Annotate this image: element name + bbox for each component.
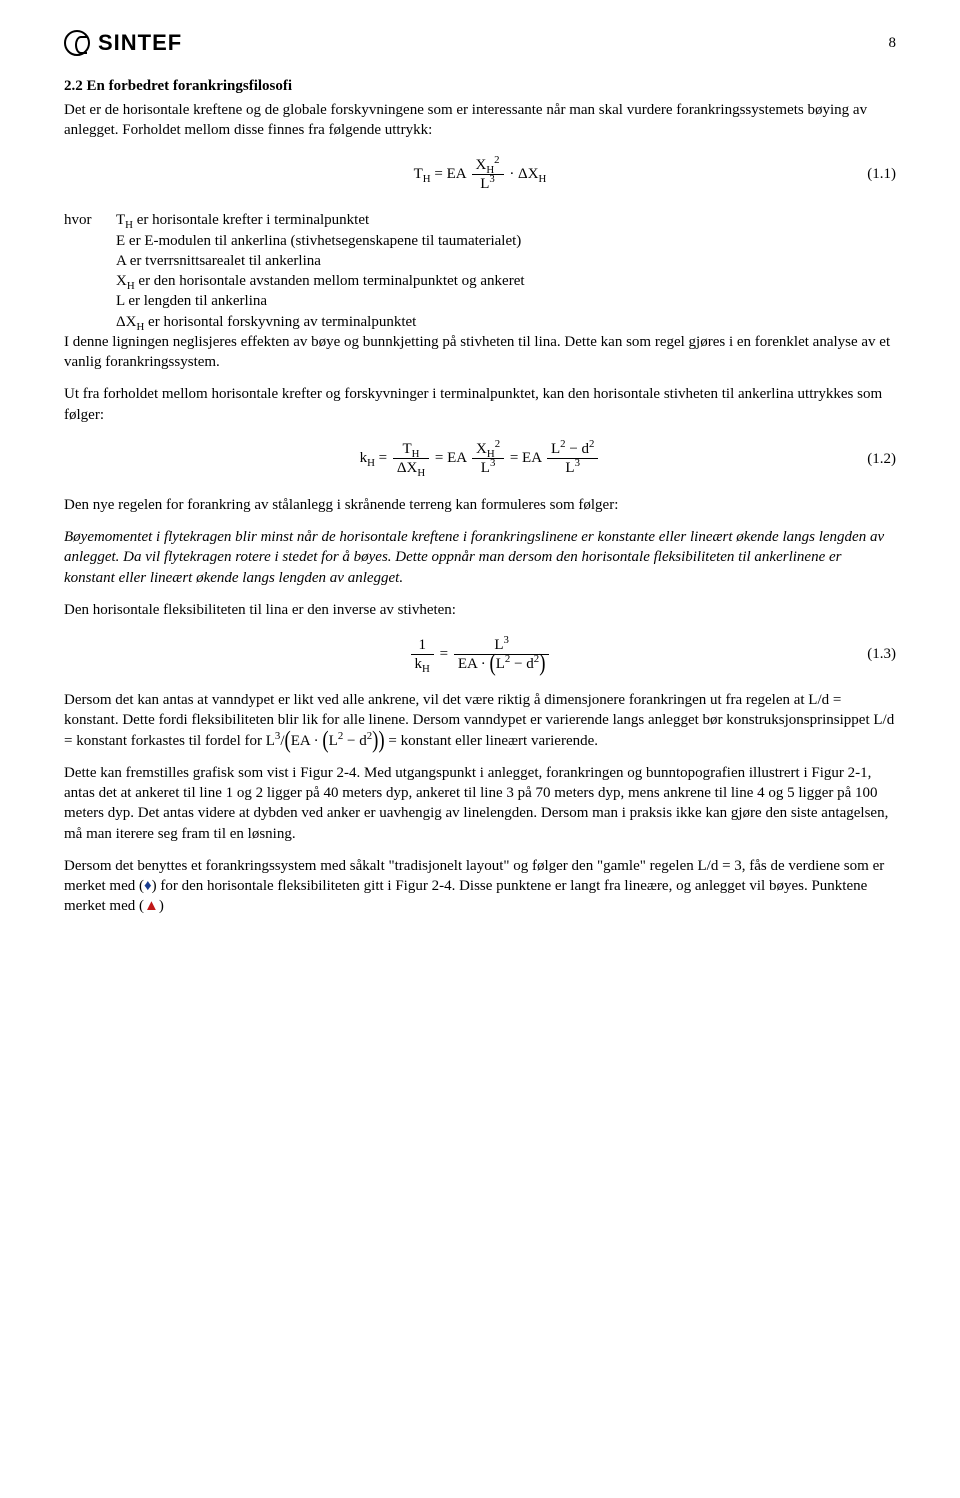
def-xh: XH er den horisontale avstanden mellom t… bbox=[116, 271, 896, 291]
eq1-number: (1.1) bbox=[867, 164, 896, 184]
equation-2: kH = THΔXH = EA XH2L3 = EA L2 − d2L3 (1.… bbox=[64, 437, 896, 481]
def-a: A er tverrsnittsarealet til ankerlina bbox=[116, 251, 896, 271]
paragraph-3: Ut fra forholdet mellom horisontale kref… bbox=[64, 384, 896, 425]
paragraph-7: Dersom det kan antas at vanndypet er lik… bbox=[64, 690, 896, 751]
logo-text: SINTEF bbox=[98, 28, 182, 58]
def-l: L er lengden til ankerlina bbox=[116, 291, 896, 311]
paragraph-6: Den horisontale fleksibiliteten til lina… bbox=[64, 600, 896, 620]
p7-inline-formula: L3/(EA · (L2 − d2)) bbox=[266, 733, 385, 749]
paragraph-9: Dersom det benyttes et forankringssystem… bbox=[64, 856, 896, 917]
sintef-logo-icon bbox=[64, 30, 90, 56]
diamond-icon: ♦ bbox=[144, 878, 152, 894]
eq2-body: kH = THΔXH = EA XH2L3 = EA L2 − d2L3 bbox=[360, 440, 601, 477]
eq1-body: TH = EA XH2L3 · ΔXH bbox=[414, 156, 547, 193]
p7-text-b: = konstant eller lineært varierende. bbox=[388, 733, 598, 749]
paragraph-2: I denne ligningen neglisjeres effekten a… bbox=[64, 332, 896, 373]
logo: SINTEF bbox=[64, 28, 182, 58]
def-th: TH er horisontale krefter i terminalpunk… bbox=[116, 210, 896, 230]
paragraph-8: Dette kan fremstilles grafisk som vist i… bbox=[64, 763, 896, 844]
equation-3: 1kH = L3EA · (L2 − d2) (1.3) bbox=[64, 632, 896, 676]
paragraph-5-italic: Bøyemomentet i flytekragen blir minst nå… bbox=[64, 527, 896, 588]
p9-text-b: ) for den horisontale fleksibiliteten gi… bbox=[64, 878, 867, 914]
def-e: E er E-modulen til ankerlina (stivhetseg… bbox=[116, 231, 896, 251]
triangle-icon: ▲ bbox=[144, 898, 159, 914]
paragraph-4: Den nye regelen for forankring av stålan… bbox=[64, 495, 896, 515]
page-number: 8 bbox=[889, 33, 897, 53]
eq2-number: (1.2) bbox=[867, 449, 896, 469]
eq3-body: 1kH = L3EA · (L2 − d2) bbox=[409, 636, 552, 673]
page: SINTEF 8 2.2 En forbedret forankringsfil… bbox=[0, 0, 960, 977]
defs-hvor: hvor bbox=[64, 210, 116, 230]
eq3-number: (1.3) bbox=[867, 644, 896, 664]
section-title: 2.2 En forbedret forankringsfilosofi bbox=[64, 76, 896, 96]
page-header: SINTEF 8 bbox=[64, 28, 896, 58]
defs-list: TH er horisontale krefter i terminalpunk… bbox=[116, 210, 896, 332]
def-dxh: ΔXH er horisontal forskyvning av termina… bbox=[116, 312, 896, 332]
equation-1: TH = EA XH2L3 · ΔXH (1.1) bbox=[64, 152, 896, 196]
definitions-block: hvor TH er horisontale krefter i termina… bbox=[64, 210, 896, 332]
intro-paragraph: Det er de horisontale kreftene og de glo… bbox=[64, 100, 896, 141]
p9-text-c: ) bbox=[159, 898, 164, 914]
